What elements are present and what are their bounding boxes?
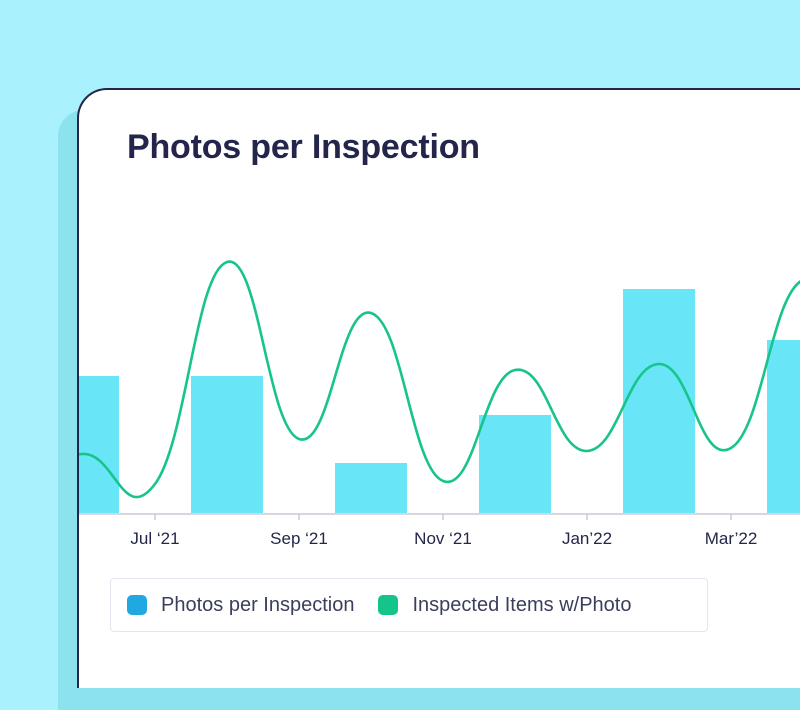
legend-item-photos[interactable]: Photos per Inspection: [127, 594, 354, 617]
x-tick-label-4: Mar’22: [705, 529, 758, 548]
x-tick-label-1: Sep ‘21: [270, 529, 328, 548]
legend-swatch-inspected: [378, 595, 399, 615]
legend-label-photos: Photos per Inspection: [161, 593, 355, 616]
bar-4[interactable]: [623, 289, 695, 514]
line-series: [79, 260, 800, 499]
x-axis-labels: Jul ‘21 Sep ‘21 Nov ‘21 Jan’22 Mar’22: [130, 529, 757, 548]
x-tick-label-0: Jul ‘21: [130, 529, 179, 548]
x-axis-ticks: [154, 514, 732, 520]
bar-2[interactable]: [335, 463, 407, 514]
chart-legend: Photos per Inspection Inspected Items w/…: [110, 578, 708, 632]
chart-title: Photos per Inspection: [127, 128, 480, 166]
legend-swatch-photos: [127, 595, 147, 615]
x-tick-label-2: Nov ‘21: [414, 529, 472, 548]
legend-item-inspected[interactable]: Inspected Items w/Photo: [378, 594, 631, 617]
legend-label-inspected: Inspected Items w/Photo: [412, 593, 632, 616]
chart-plot: Jul ‘21 Sep ‘21 Nov ‘21 Jan’22 Mar’22: [79, 260, 800, 548]
bar-5[interactable]: [767, 340, 800, 514]
x-tick-label-3: Jan’22: [562, 529, 612, 548]
bar-1[interactable]: [191, 376, 263, 514]
bar-series: [79, 289, 800, 514]
bar-0[interactable]: [79, 376, 119, 514]
bar-3[interactable]: [479, 415, 551, 514]
chart-card: Photos per Inspection Jul ‘21 Sep ‘21 Nov …: [77, 88, 800, 688]
